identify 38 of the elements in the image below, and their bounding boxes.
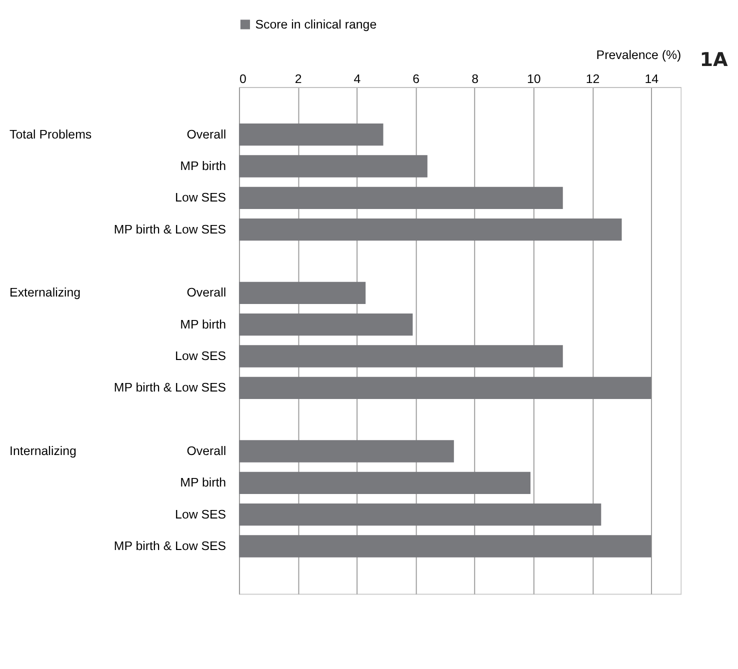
x-tick-label: 14	[644, 72, 659, 86]
y-tick-label: MP birth	[180, 476, 226, 490]
y-tick-label: MP birth & Low SES	[114, 380, 226, 395]
x-axis-title: Prevalence (%)	[596, 48, 682, 62]
bar	[238, 440, 454, 462]
bar	[238, 155, 428, 178]
bar	[238, 186, 563, 209]
y-tick-label: Low SES	[175, 507, 226, 522]
y-tick-label: MP birth	[180, 159, 226, 174]
y-tick-label: Overall	[186, 444, 226, 458]
legend-label: Score in clinical range	[255, 17, 377, 32]
y-tick-label: MP birth	[180, 317, 226, 332]
x-tick-label: 0	[239, 72, 246, 86]
bar	[238, 376, 652, 399]
y-tick-label: MP birth & Low SES	[114, 222, 226, 236]
bar	[238, 218, 622, 241]
text: Internalizing	[10, 444, 77, 458]
x-tick-label: 4	[354, 72, 361, 86]
bar	[238, 535, 652, 558]
text: 1A	[700, 48, 728, 72]
y-tick-label: Overall	[186, 127, 226, 142]
bar	[238, 472, 530, 494]
x-tick-label: 10	[526, 72, 541, 86]
x-tick-label: 12	[586, 72, 600, 86]
text: Total Problems	[10, 127, 92, 142]
y-tick-label: MP birth & Low SES	[114, 539, 226, 554]
bar	[238, 282, 366, 304]
y-tick-label: Overall	[186, 286, 226, 300]
bar	[238, 124, 384, 146]
bar	[238, 314, 413, 336]
x-tick-label: 8	[472, 72, 479, 86]
bar	[238, 345, 563, 368]
y-tick-label: Low SES	[175, 190, 226, 205]
x-tick-label: 6	[412, 72, 420, 86]
bar	[238, 503, 602, 526]
y-tick-label: Low SES	[175, 349, 226, 364]
text: Externalizing	[10, 286, 81, 300]
x-tick-label: 2	[294, 72, 302, 86]
